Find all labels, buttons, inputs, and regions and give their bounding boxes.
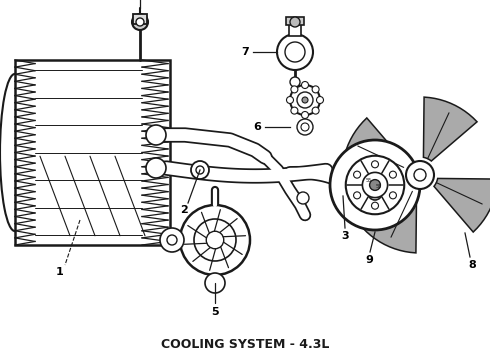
- Circle shape: [371, 161, 378, 168]
- Circle shape: [287, 96, 294, 104]
- Circle shape: [317, 96, 323, 104]
- Circle shape: [285, 42, 305, 62]
- Circle shape: [194, 219, 236, 261]
- Text: 5: 5: [211, 307, 219, 317]
- Circle shape: [363, 172, 388, 198]
- Text: 55: 55: [376, 184, 382, 189]
- Polygon shape: [423, 97, 477, 161]
- Bar: [133, 14, 147, 24]
- Text: 8: 8: [468, 260, 476, 270]
- Circle shape: [301, 81, 309, 89]
- Circle shape: [354, 171, 361, 178]
- Circle shape: [297, 92, 313, 108]
- Circle shape: [297, 119, 313, 135]
- Circle shape: [390, 192, 396, 199]
- Circle shape: [146, 125, 166, 145]
- Circle shape: [290, 85, 320, 115]
- Circle shape: [354, 192, 361, 199]
- Polygon shape: [363, 189, 416, 253]
- Circle shape: [132, 14, 148, 30]
- Circle shape: [301, 112, 309, 118]
- Circle shape: [136, 18, 144, 26]
- Text: COOLING SYSTEM - 4.3L: COOLING SYSTEM - 4.3L: [161, 338, 329, 351]
- Circle shape: [297, 192, 309, 204]
- Circle shape: [406, 161, 434, 189]
- Circle shape: [291, 86, 298, 93]
- Polygon shape: [434, 179, 490, 232]
- Text: 9: 9: [365, 255, 373, 265]
- Circle shape: [191, 161, 209, 179]
- Text: 3: 3: [341, 231, 349, 241]
- Circle shape: [167, 235, 177, 245]
- Circle shape: [371, 202, 378, 209]
- Text: 2: 2: [180, 205, 188, 215]
- Circle shape: [160, 228, 184, 252]
- Circle shape: [368, 186, 382, 200]
- Circle shape: [369, 180, 380, 190]
- Circle shape: [290, 17, 300, 27]
- Circle shape: [330, 140, 420, 230]
- Circle shape: [312, 107, 319, 114]
- Bar: [289, 24, 301, 36]
- Circle shape: [312, 86, 319, 93]
- Bar: [286, 17, 304, 25]
- Circle shape: [290, 77, 300, 87]
- Circle shape: [414, 169, 426, 181]
- Circle shape: [146, 158, 166, 178]
- Circle shape: [346, 156, 404, 214]
- Circle shape: [196, 166, 204, 174]
- Circle shape: [302, 97, 308, 103]
- Circle shape: [180, 205, 250, 275]
- Circle shape: [301, 123, 309, 131]
- Text: 55: 55: [366, 178, 372, 183]
- Bar: [15, 60, 170, 245]
- Text: 1: 1: [56, 267, 64, 277]
- Polygon shape: [342, 118, 406, 172]
- Text: 6: 6: [253, 122, 261, 132]
- Circle shape: [291, 107, 298, 114]
- Circle shape: [205, 273, 225, 293]
- Circle shape: [206, 231, 224, 249]
- Text: 7: 7: [241, 47, 249, 57]
- Circle shape: [277, 34, 313, 70]
- Circle shape: [390, 171, 396, 178]
